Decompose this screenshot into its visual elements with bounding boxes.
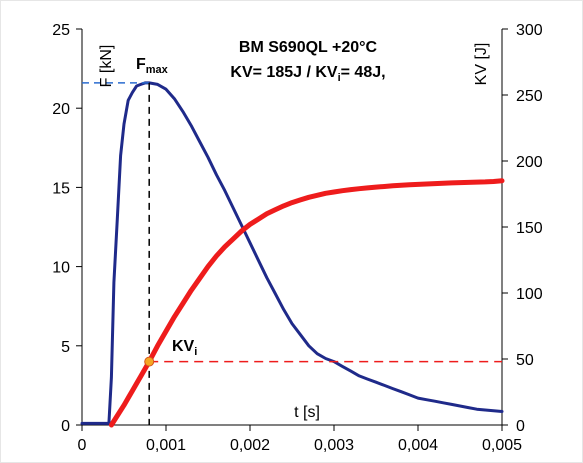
y-axis-right-label: KV [J] bbox=[473, 43, 490, 86]
fmax-label-main: F bbox=[136, 56, 146, 73]
kvi-label: KVi bbox=[172, 338, 197, 358]
energy-series-line bbox=[108, 178, 505, 428]
x-tick-label: 0,003 bbox=[314, 437, 354, 454]
kvi-label-sub: i bbox=[194, 346, 197, 358]
y-left-tick-label: 5 bbox=[61, 339, 70, 356]
y-left-tick-label: 15 bbox=[52, 180, 70, 197]
y-right-tick-label: 300 bbox=[516, 22, 543, 39]
x-tick-label: 0,001 bbox=[146, 437, 186, 454]
x-tick-label: 0,002 bbox=[230, 437, 270, 454]
x-axis-label: t [s] bbox=[294, 404, 320, 421]
y-right-tick-label: 200 bbox=[516, 154, 543, 171]
y-left-tick-label: 20 bbox=[52, 101, 70, 118]
force-series-line bbox=[80, 81, 504, 425]
chart-title-line2-end: = 48J, bbox=[341, 64, 386, 81]
y-right-tick-label: 0 bbox=[516, 418, 525, 435]
chart-title-line2-sub: i bbox=[338, 72, 341, 84]
y-left-tick-label: 10 bbox=[52, 260, 70, 277]
kvi-marker-point bbox=[144, 356, 155, 367]
x-tick-label: 0,005 bbox=[482, 437, 522, 454]
y-right-tick-label: 50 bbox=[516, 352, 534, 369]
fmax-label: Fmax bbox=[136, 56, 169, 76]
x-tick-label: 0 bbox=[78, 437, 87, 454]
x-tick-label: 0,004 bbox=[398, 437, 438, 454]
y-left-tick-label: 25 bbox=[52, 22, 70, 39]
fmax-label-sub: max bbox=[146, 64, 169, 76]
chart-title-line2-main: KV= 185J / KV bbox=[230, 64, 338, 81]
y-left-tick-label: 0 bbox=[61, 418, 70, 435]
y-right-tick-label: 100 bbox=[516, 286, 543, 303]
kvi-label-main: KV bbox=[172, 338, 195, 355]
y-right-tick-label: 150 bbox=[516, 220, 543, 237]
chart-title-line2: KV= 185J / KVi= 48J, bbox=[230, 64, 385, 84]
y-axis-left-label: F [kN] bbox=[98, 45, 115, 88]
y-right-tick-label: 250 bbox=[516, 88, 543, 105]
chart-title-line1: BM S690QL +20°C bbox=[239, 39, 378, 56]
